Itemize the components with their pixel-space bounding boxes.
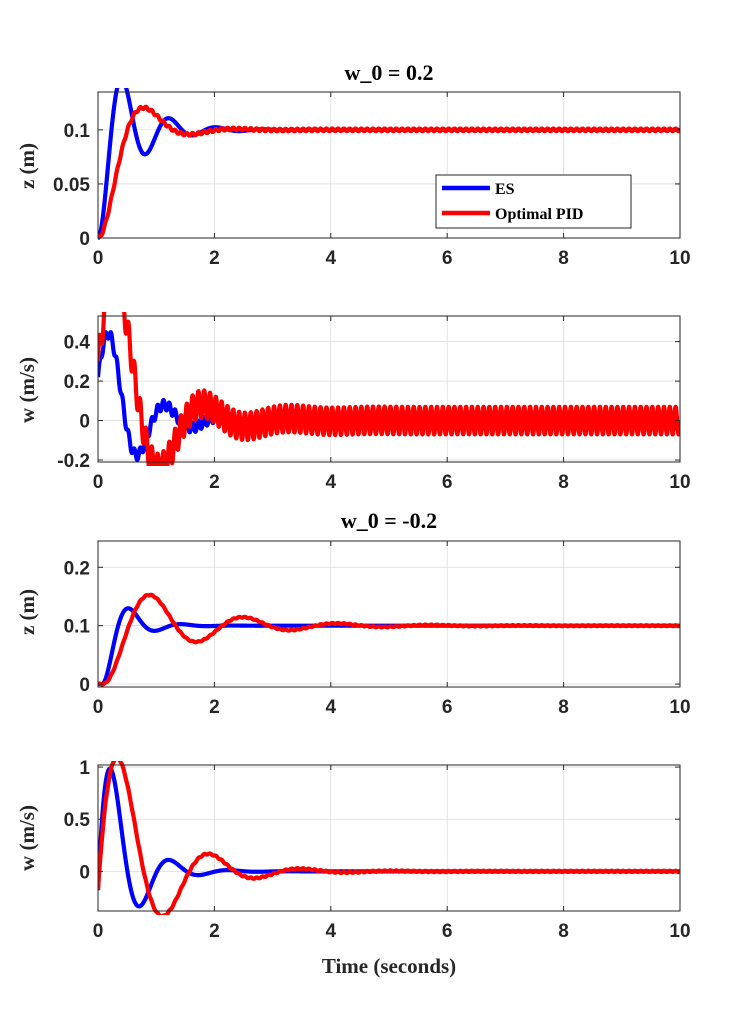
axes-box xyxy=(97,540,681,688)
y-axis-label: z (m) xyxy=(15,589,39,635)
chart-title: w_0 = 0.2 xyxy=(345,60,434,85)
series-line-optimal-pid xyxy=(98,104,680,240)
y-tick-label: 0.2 xyxy=(64,372,90,393)
y-tick-label: -0.2 xyxy=(57,451,90,472)
y-tick-label: 0.4 xyxy=(64,333,91,354)
legend-box xyxy=(435,174,632,229)
series-line-optimal-pid xyxy=(98,761,680,915)
y-tick-label: 0 xyxy=(79,229,90,250)
axes-box xyxy=(97,764,681,912)
plot-background xyxy=(98,541,680,687)
legend-label-es: ES xyxy=(495,181,515,198)
x-tick-label: 0 xyxy=(93,248,104,269)
panel-w-w0-positive: w (m/s) 0 2 4 6 8 10-0.200.20.4 xyxy=(15,312,691,493)
y-tick-label: 0.05 xyxy=(53,175,90,196)
y-tick-label: 0 xyxy=(79,412,90,433)
x-tick-label: 10 xyxy=(669,921,690,942)
y-axis-label: w (m/s) xyxy=(15,805,39,871)
x-axis-label: Time (seconds) xyxy=(322,954,456,978)
x-tick-label: 4 xyxy=(326,472,337,493)
chart-title: w_0 = -0.2 xyxy=(341,508,437,533)
x-tick-label: 10 xyxy=(669,697,690,718)
panel-z-w0-positive: w_0 = 0.2 z (m) 0 2 4 6 8 10 0 0.05 0.1 xyxy=(15,60,691,269)
x-tick-label: 2 xyxy=(209,697,220,718)
x-tick-label: 2 xyxy=(209,472,220,493)
y-axis-label: w (m/s) xyxy=(15,357,39,423)
plot-background xyxy=(98,316,680,462)
plot-background xyxy=(98,765,680,911)
axes-box xyxy=(97,315,681,463)
x-tick-label: 2 xyxy=(209,921,220,942)
x-tick-label: 0 xyxy=(93,472,104,493)
y-tick-label: 0 xyxy=(79,675,90,696)
y-tick-label: 0.5 xyxy=(64,810,91,831)
x-tick-label: 4 xyxy=(326,921,337,942)
x-tick-label: 6 xyxy=(442,472,453,493)
x-tick-label: 10 xyxy=(669,248,690,269)
x-tick-label: 2 xyxy=(209,248,220,269)
series-line-optimal-pid xyxy=(98,592,680,687)
x-tick-label: 10 xyxy=(669,472,690,493)
legend: ES Optimal PID xyxy=(435,174,632,229)
x-tick-label: 0 xyxy=(93,697,104,718)
x-tick-label: 4 xyxy=(326,248,337,269)
x-tick-label: 6 xyxy=(442,248,453,269)
axes-box xyxy=(97,91,681,239)
x-tick-label: 8 xyxy=(558,697,569,718)
y-tick-label: 0.2 xyxy=(64,558,90,579)
x-tick-label: 4 xyxy=(326,697,337,718)
x-tick-label: 6 xyxy=(442,697,453,718)
x-tick-label: 6 xyxy=(442,921,453,942)
series-line-optimal-pid xyxy=(98,312,680,466)
x-tick-label: 8 xyxy=(558,921,569,942)
x-tick-label: 8 xyxy=(558,472,569,493)
x-tick-label: 0 xyxy=(93,921,104,942)
panel-w-w0-negative: w (m/s) Time (seconds) 0 2 4 6 8 10 0 0.5 1 xyxy=(15,758,691,978)
y-tick-label: 0.1 xyxy=(64,121,91,142)
y-axis-label: z (m) xyxy=(15,143,39,189)
panel-z-w0-negative: w_0 = -0.2 z (m) 0 2 4 6 8 10 0 0.1 0.2 xyxy=(15,508,691,718)
x-tick-label: 8 xyxy=(558,248,569,269)
legend-label-pid: Optimal PID xyxy=(495,206,583,223)
y-tick-label: 0 xyxy=(79,862,90,883)
y-tick-label: 0.1 xyxy=(64,617,91,638)
y-tick-label: 1 xyxy=(79,758,90,779)
